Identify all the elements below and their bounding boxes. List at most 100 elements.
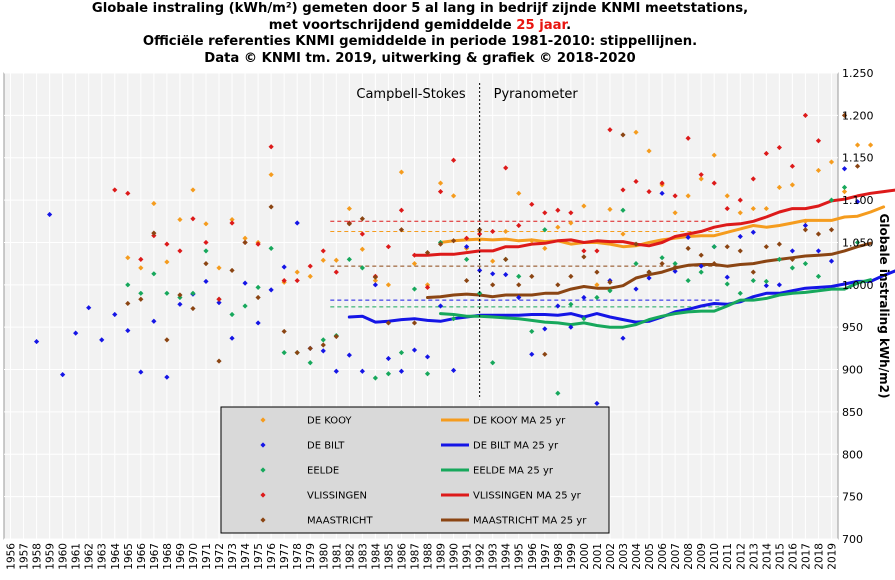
legend-label: MAASTRICHT (307, 516, 373, 527)
data-point (594, 269, 600, 275)
x-tick-label: 2008 (683, 543, 695, 570)
x-tick-label: 1988 (423, 543, 435, 570)
y-tick-label: 1.200 (842, 109, 874, 122)
data-point (620, 231, 626, 237)
data-point (385, 244, 392, 250)
data-point (99, 337, 105, 343)
data-point (86, 305, 92, 311)
data-point (437, 180, 444, 186)
data-point (138, 265, 144, 271)
data-point (815, 167, 822, 174)
data-point (333, 269, 339, 275)
data-point (724, 193, 730, 199)
x-tick-label: 1959 (45, 543, 57, 570)
data-point (815, 273, 822, 279)
x-tick-label: 1989 (436, 543, 448, 570)
data-point (411, 347, 418, 353)
data-point (672, 193, 678, 199)
data-point (698, 263, 704, 269)
ma-line (413, 188, 895, 257)
data-point (216, 358, 222, 364)
data-point (125, 255, 131, 261)
data-point (503, 272, 509, 278)
data-point (633, 286, 639, 292)
ma-line (439, 205, 886, 249)
data-point (177, 248, 183, 254)
data-point (450, 316, 457, 322)
data-point (854, 163, 861, 169)
y-tick-label: 1.050 (842, 236, 874, 249)
data-point (607, 127, 613, 133)
data-point (112, 187, 118, 193)
data-point (542, 351, 548, 357)
data-point (229, 311, 235, 318)
data-point (698, 252, 704, 258)
data-point (659, 255, 665, 261)
data-point (138, 256, 144, 262)
data-point (424, 284, 431, 290)
data-point (125, 327, 131, 334)
x-tick-label: 1997 (540, 543, 552, 570)
data-point (750, 277, 756, 284)
data-point (568, 210, 574, 216)
legend-box (220, 406, 610, 534)
data-point (242, 239, 248, 246)
y-tick-label: 850 (842, 406, 863, 419)
data-point (216, 300, 222, 306)
data-point (255, 284, 261, 290)
data-point (307, 273, 313, 279)
legend-ma-label: MAASTRICHT MA 25 yr (473, 516, 587, 527)
data-point (281, 328, 287, 335)
y-tick-label: 750 (842, 491, 863, 504)
data-point (724, 244, 730, 250)
data-point (685, 135, 691, 141)
data-point (685, 277, 691, 284)
data-point (711, 180, 717, 186)
data-point (281, 264, 287, 270)
x-tick-label: 1986 (396, 543, 408, 570)
data-point (789, 163, 795, 169)
data-point (802, 261, 809, 267)
data-point (464, 256, 470, 262)
data-point (411, 261, 418, 267)
x-tick-label: 2017 (800, 543, 812, 570)
data-point (594, 400, 600, 407)
data-point (763, 278, 769, 285)
data-point (633, 261, 639, 267)
data-point (320, 337, 326, 343)
data-point (255, 294, 261, 301)
data-point (724, 274, 730, 280)
title-line-2: met voortschrijdend gemiddelde 25 jaar. (0, 18, 840, 35)
data-point (750, 205, 756, 212)
data-point (828, 227, 835, 233)
data-point (737, 290, 743, 296)
data-point (125, 300, 131, 307)
data-point (281, 350, 287, 356)
x-tick-label: 2013 (748, 543, 760, 570)
data-point (555, 390, 561, 396)
data-point (802, 112, 809, 118)
data-point (372, 274, 378, 280)
data-point (203, 248, 209, 254)
x-tick-label: 1991 (462, 543, 474, 570)
data-point (620, 187, 626, 193)
data-point (125, 190, 131, 196)
data-point (255, 320, 261, 326)
data-point (841, 184, 848, 190)
data-point (33, 338, 40, 345)
data-point (229, 220, 235, 226)
data-point (138, 296, 144, 302)
data-point (450, 367, 457, 373)
x-tick-label: 1985 (383, 543, 395, 570)
data-point (229, 267, 235, 274)
x-tick-label: 2005 (644, 543, 656, 570)
data-point (867, 142, 874, 148)
data-point (581, 316, 587, 322)
data-point (385, 320, 392, 326)
ma-line (426, 241, 873, 299)
x-tick-label: 1972 (214, 543, 226, 570)
x-tick-label: 1998 (553, 543, 565, 570)
data-point (411, 286, 418, 292)
data-point (607, 279, 613, 285)
data-point (802, 222, 809, 229)
